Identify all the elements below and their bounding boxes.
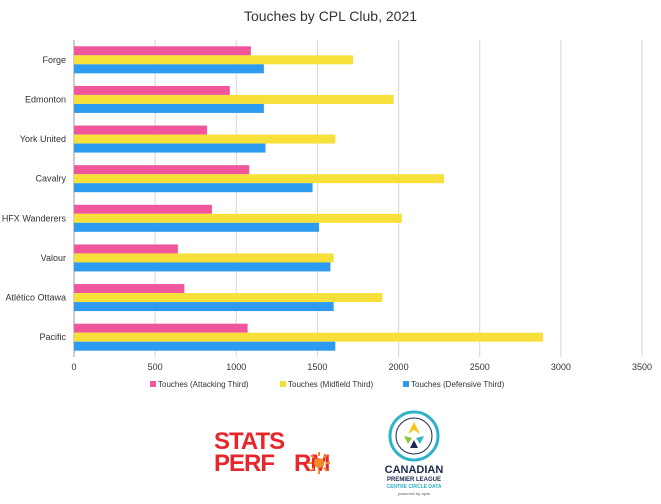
bar-hfx-wanderers-series-2 (74, 213, 402, 223)
x-tick-label-500: 500 (148, 362, 163, 372)
bar-forge-series-3 (74, 64, 264, 74)
bar-hfx-wanderers-series-3 (74, 222, 320, 232)
cpl-logo-line3: CENTRE CIRCLE DATA (386, 484, 442, 490)
legend-swatch-2 (280, 381, 286, 387)
x-tick-label-0: 0 (71, 362, 76, 372)
legend-label-3: Touches (Defensive Third) (411, 380, 505, 389)
bar-pacific-series-3 (74, 341, 336, 351)
cpl-logo-line1: CANADIAN (384, 464, 444, 476)
category-label: Valour (41, 253, 66, 263)
x-tick-label-3500: 3500 (632, 362, 652, 372)
stats-perform-logo: STATS PERF RM (214, 428, 344, 478)
bar-cavalry-series-1 (74, 165, 250, 175)
category-label: York United (20, 134, 66, 144)
category-label: Edmonton (25, 94, 66, 104)
bar-atl-tico-ottawa-series-3 (74, 302, 334, 312)
chart-title: Touches by CPL Club, 2021 (243, 8, 418, 24)
bar-york-united-series-2 (74, 134, 336, 144)
bar-edmonton-series-3 (74, 103, 264, 113)
stats-perform-line2-a: PERF (214, 450, 275, 477)
bar-forge-series-2 (74, 55, 354, 65)
x-tick-label-1500: 1500 (307, 362, 327, 372)
x-tick-label-2000: 2000 (389, 362, 409, 372)
x-tick-label-1000: 1000 (226, 362, 246, 372)
bar-atl-tico-ottawa-series-2 (74, 293, 383, 303)
category-label: HFX Wanderers (2, 213, 67, 223)
x-tick-label-2500: 2500 (470, 362, 490, 372)
bar-hfx-wanderers-series-1 (74, 204, 212, 214)
bar-york-united-series-3 (74, 143, 266, 153)
bar-forge-series-1 (74, 46, 251, 56)
category-label: Forge (42, 55, 66, 65)
bar-valour-series-3 (74, 262, 331, 272)
legend-label-2: Touches (Midfield Third) (288, 380, 374, 389)
bar-cavalry-series-2 (74, 174, 445, 184)
bar-pacific-series-2 (74, 332, 544, 342)
bar-valour-series-1 (74, 244, 178, 254)
bar-valour-series-2 (74, 253, 334, 263)
sun-icon (308, 452, 330, 474)
stats-perform-line2: PERF RM (214, 450, 330, 478)
cpl-crest-icon (388, 410, 440, 462)
cpl-logo: CANADIAN PREMIER LEAGUE CENTRE CIRCLE DA… (374, 408, 454, 504)
bar-edmonton-series-1 (74, 85, 230, 95)
bar-edmonton-series-2 (74, 94, 394, 104)
cpl-logo-line2: PREMIER LEAGUE (386, 477, 441, 483)
cpl-logo-line4: powered by opta (398, 491, 430, 496)
legend-swatch-1 (150, 381, 156, 387)
stats-perform-line2-b: RM (294, 450, 330, 477)
bar-cavalry-series-3 (74, 183, 313, 193)
bar-atl-tico-ottawa-series-1 (74, 284, 185, 294)
legend-swatch-3 (403, 381, 409, 387)
category-label: Atlético Ottawa (5, 293, 66, 303)
category-label: Cavalry (35, 174, 66, 184)
bar-pacific-series-1 (74, 323, 248, 333)
stats-perform-line1: STATS (214, 428, 285, 455)
category-label: Pacific (39, 332, 66, 342)
bar-chart: 0 500 1000 1500 2000 2500 3000 3500 Forge Edmonto… (2, 40, 652, 389)
legend-label-1: Touches (Attacking Third) (158, 380, 249, 389)
bar-york-united-series-1 (74, 125, 208, 135)
x-tick-label-3000: 3000 (551, 362, 571, 372)
